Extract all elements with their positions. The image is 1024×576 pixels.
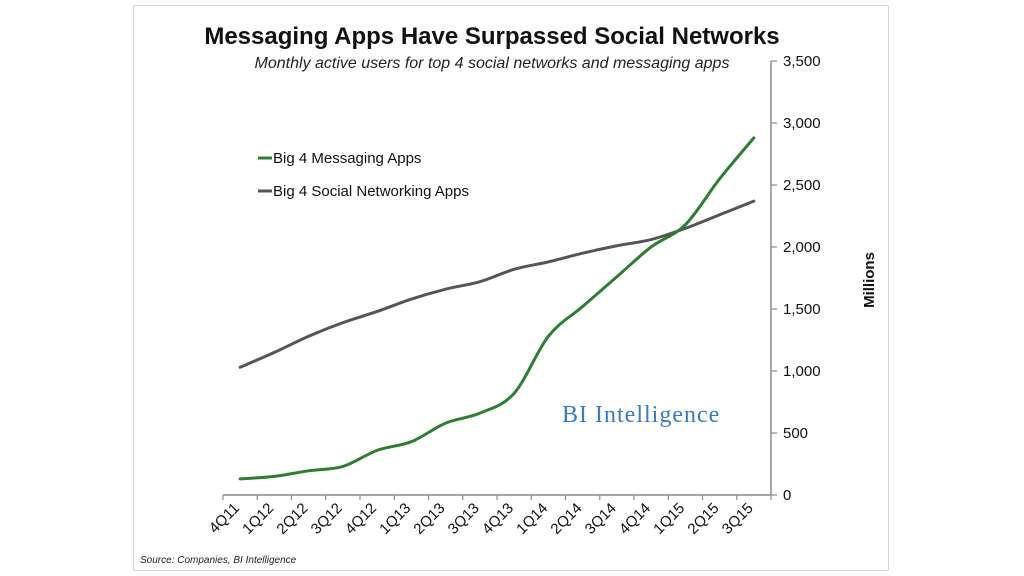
chart-frame: Messaging Apps Have Surpassed Social Net… [133,5,889,571]
x-tick-label: 3Q12 [308,500,346,538]
source-note: Source: Companies, BI Intelligence [140,555,297,566]
x-tick-label: 1Q12 [239,500,277,538]
chart-subtitle: Monthly active users for top 4 social ne… [255,55,730,72]
x-tick-label: 3Q13 [445,500,483,538]
y-tick-label: 1,500 [783,301,821,318]
bi-intelligence-watermark: BI Intelligence [562,402,720,428]
y-tick-label: 500 [783,425,808,442]
x-tick-label: 2Q15 [684,500,722,538]
y-tick-label: 2,500 [783,177,821,194]
x-tick-label: 1Q14 [513,500,551,538]
series-line-big-4-messaging-apps [238,136,756,481]
x-tick-label: 4Q12 [342,500,380,538]
x-tick-label: 4Q13 [479,500,517,538]
y-tick-label: 1,000 [783,363,821,380]
y-tick-label: 2,000 [783,239,821,256]
chart-title: Messaging Apps Have Surpassed Social Net… [204,23,779,50]
x-tick-label: 3Q14 [582,500,620,538]
series-lines [238,136,756,481]
series-line-big-4-social-networking-apps [238,199,756,369]
y-tick-label: 0 [783,487,791,504]
y-tick-label: 3,500 [783,53,821,70]
y-tick-label: 3,000 [783,115,821,132]
axes: 05001,0001,5002,0002,5003,0003,5004Q111Q… [206,53,821,538]
x-tick-label: 4Q11 [206,500,243,537]
x-tick-label: 1Q13 [376,500,414,538]
legend-label-big-4-social-networking-apps: Big 4 Social Networking Apps [273,183,469,200]
x-tick-label: 2Q14 [547,500,585,538]
x-tick-label: 1Q15 [650,500,688,538]
x-tick-label: 2Q12 [273,500,311,538]
x-tick-label: 4Q14 [616,500,654,538]
x-tick-label: 2Q13 [410,500,448,538]
chart: Messaging Apps Have Surpassed Social Net… [140,23,878,566]
x-tick-label: 3Q15 [719,500,757,538]
legend: Big 4 Messaging Apps Big 4 Social Network… [258,150,469,200]
y-axis-label: Millions [861,252,878,308]
legend-label-big-4-messaging-apps: Big 4 Messaging Apps [273,150,421,167]
